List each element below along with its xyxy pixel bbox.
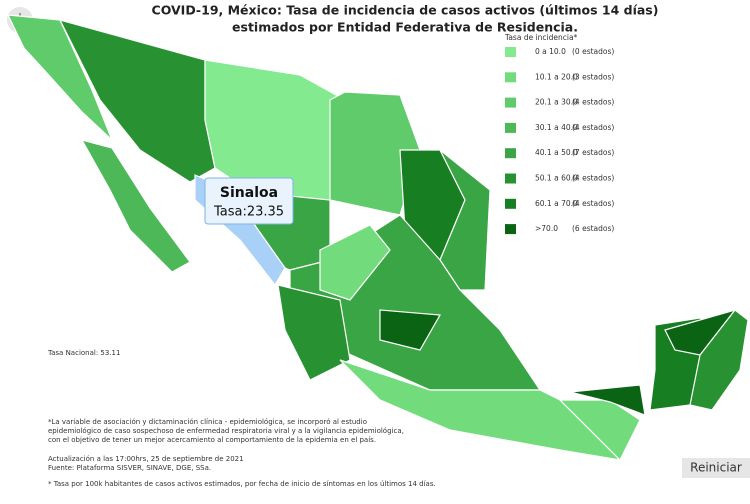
- note: *La variable de asociación y dictaminaci…: [48, 418, 367, 426]
- map: [6, 14, 749, 462]
- tooltip-value: Tasa:23.35: [213, 205, 284, 220]
- legend-swatch: [505, 47, 516, 57]
- state[interactable]: [689, 309, 749, 411]
- legend-swatch: [505, 173, 516, 184]
- legend-swatch: [505, 97, 516, 108]
- national-rate: Tasa Nacional: 53.11: [47, 349, 120, 357]
- footnote: * Tasa por 100k habitantes de casos acti…: [48, 480, 436, 488]
- legend-count: (4 estados): [572, 199, 614, 208]
- legend-range: 10.1 a 20.0: [535, 72, 578, 81]
- tooltip-state: Sinaloa: [220, 185, 278, 201]
- legend-count: (4 estados): [572, 174, 614, 183]
- tooltip: Sinaloa Tasa:23.35: [204, 177, 294, 225]
- legend-count: (4 estados): [572, 123, 614, 132]
- note: con el objetivo de tener un mejor acerca…: [48, 436, 376, 444]
- legend-swatch: [505, 148, 516, 159]
- state[interactable]: [569, 384, 646, 416]
- legend-count: (0 estados): [572, 47, 614, 56]
- legend-swatch: [505, 224, 516, 235]
- note: epidemiológico de caso sospechoso de enf…: [48, 427, 404, 435]
- update: Actualización a las 17:00hrs, 25 de sept…: [48, 455, 244, 463]
- state[interactable]: [80, 139, 191, 273]
- title: estimados por Entidad Federativa de Resi…: [232, 20, 578, 35]
- legend: Tasa de incidencia* 0 a 10.0 (0 estados) 1…: [504, 33, 614, 235]
- reset-button[interactable]: Reiniciar: [682, 458, 750, 478]
- tooltip-box: [204, 177, 294, 225]
- legend-count: (7 estados): [572, 148, 614, 157]
- legend-swatch: [505, 122, 516, 133]
- legend-range: 30.1 a 40.0: [535, 123, 578, 132]
- state[interactable]: [558, 399, 641, 462]
- legend-range: 0 a 10.0: [535, 47, 566, 56]
- legend-range: 50.1 a 60.0: [535, 174, 578, 183]
- legend-range: 60.1 a 70.0: [535, 199, 578, 208]
- legend-count: (4 estados): [572, 98, 614, 107]
- title: COVID-19, México: Tasa de incidencia de …: [152, 3, 659, 18]
- state[interactable]: [379, 309, 441, 351]
- legend-range: >70.0: [535, 224, 558, 233]
- legend-range: 20.1 a 30.0: [535, 98, 578, 107]
- state[interactable]: [319, 224, 391, 301]
- legend-swatch: [505, 198, 516, 209]
- legend-swatch: [505, 72, 516, 83]
- legend-title: Tasa de incidencia*: [504, 33, 578, 42]
- legend-count: (3 estados): [572, 72, 614, 81]
- reset-button-bg[interactable]: [682, 458, 750, 478]
- reset-button-label[interactable]: Reiniciar: [690, 461, 742, 475]
- legend-range: 40.1 a 50.0: [535, 148, 578, 157]
- legend-count: (6 estados): [572, 224, 614, 233]
- state[interactable]: [277, 284, 351, 381]
- source: Fuente: Plataforma SISVER, SINAVE, DGE, …: [48, 464, 211, 472]
